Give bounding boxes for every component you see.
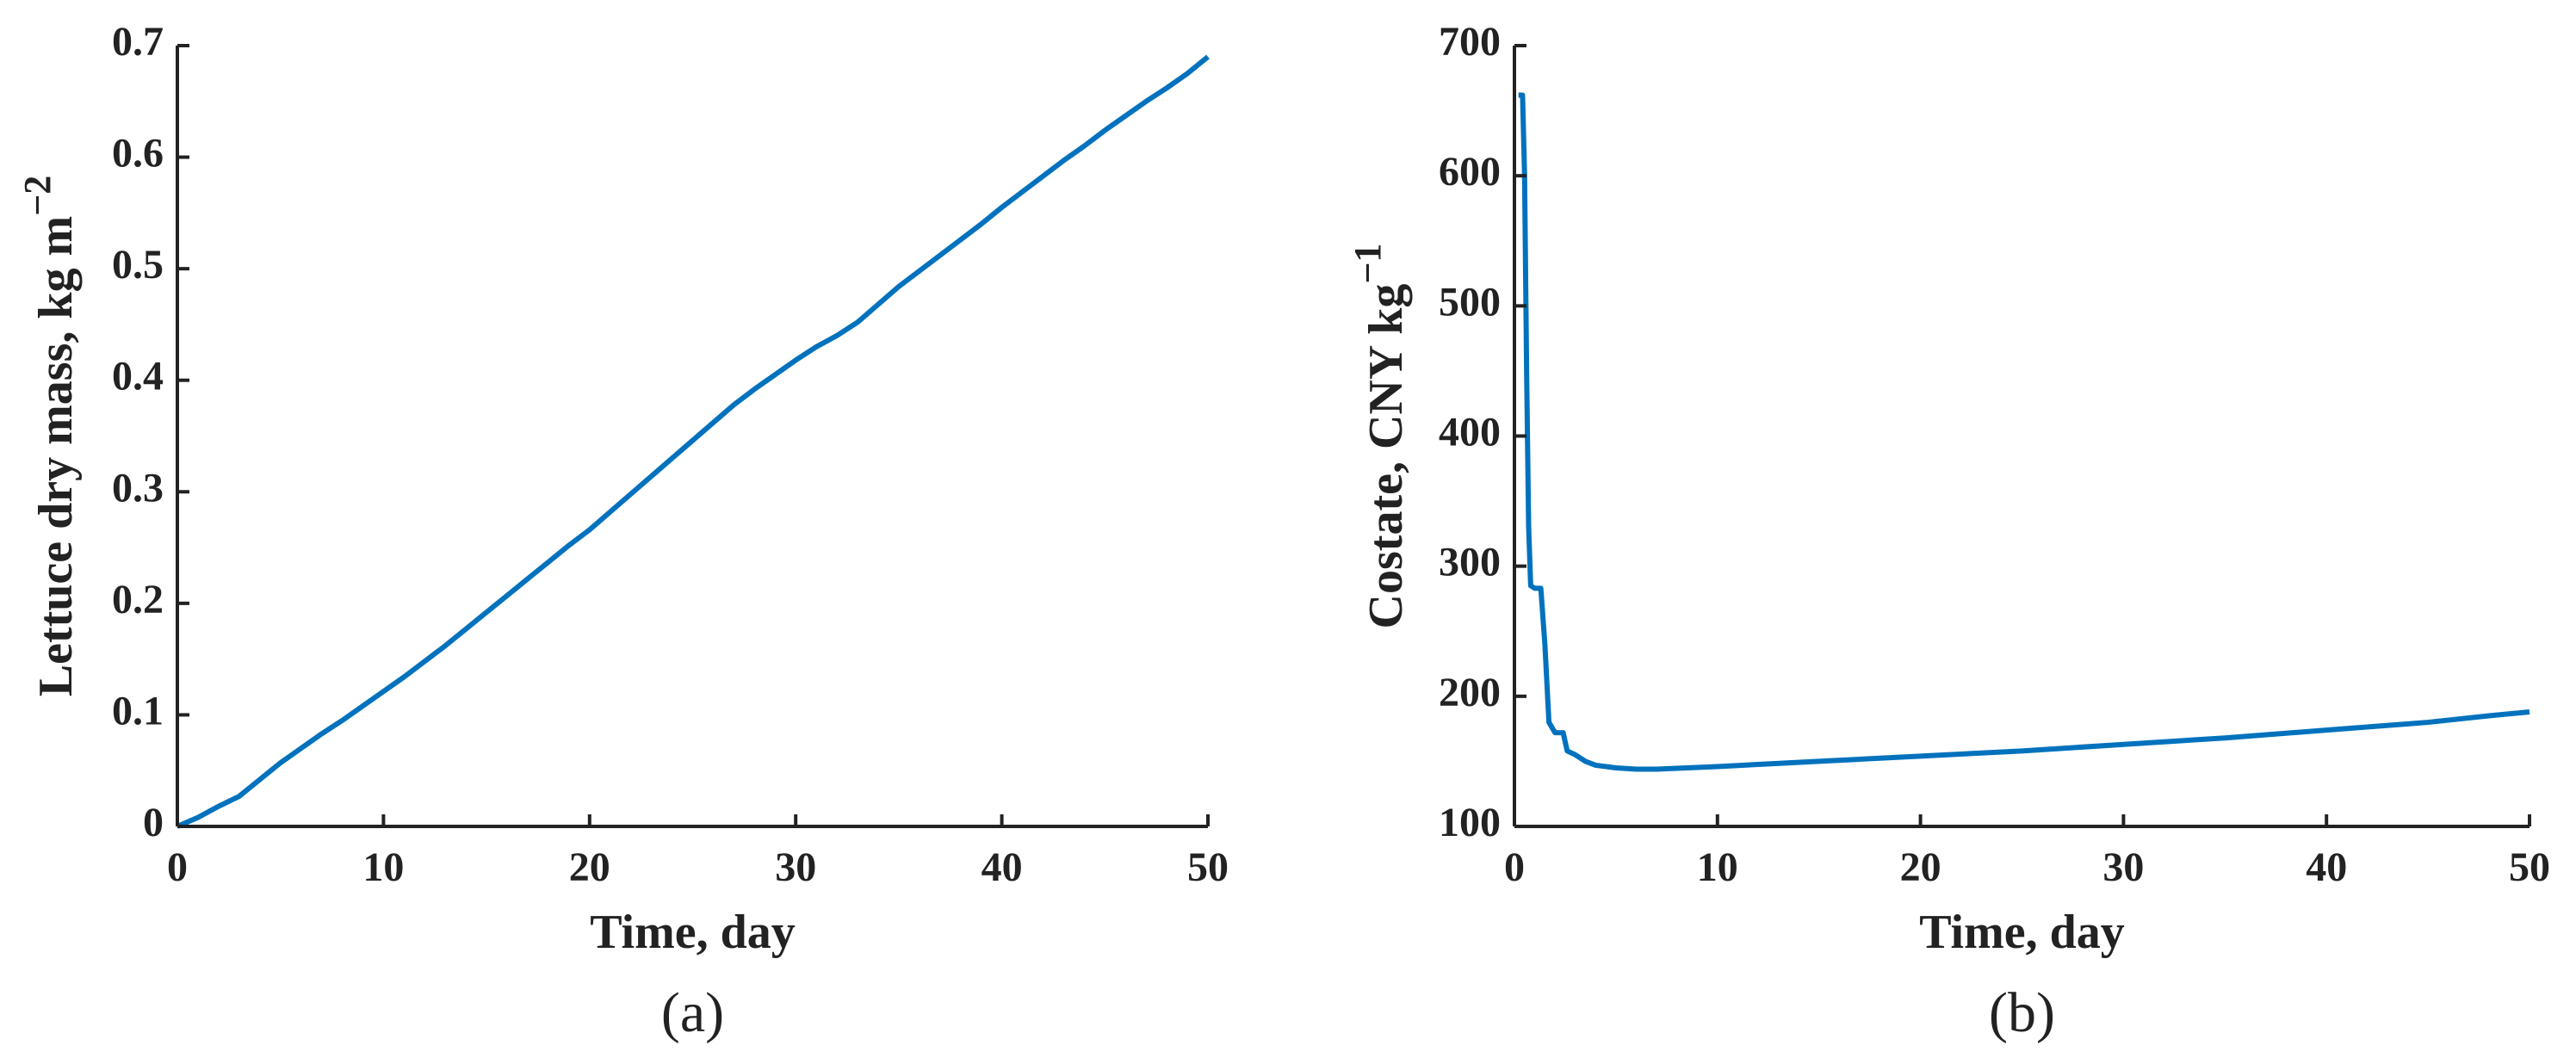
y-tick-label: 200 <box>1439 670 1501 715</box>
y-tick-label: 0.1 <box>112 688 164 733</box>
x-tick-label: 40 <box>2306 844 2347 890</box>
y-tick-label: 400 <box>1439 410 1501 455</box>
x-tick-label: 30 <box>2102 844 2144 890</box>
y-tick-label: 0 <box>143 800 164 845</box>
y-tick-label: 0.7 <box>112 19 164 65</box>
x-tick-label: 50 <box>2509 844 2550 890</box>
y-tick-label: 600 <box>1439 149 1501 195</box>
y-tick-label: 500 <box>1439 279 1501 325</box>
x-tick-label: 50 <box>1187 844 1229 890</box>
y-tick-label: 0.2 <box>112 577 164 622</box>
y-axis-label: Lettuce dry mass, kg m−2 <box>16 176 83 696</box>
panel-label: (b) <box>1989 981 2055 1044</box>
y-axis-label: Costate, CNY kg−1 <box>1347 244 1413 629</box>
y-tick-label: 700 <box>1439 19 1501 65</box>
y-tick-label: 0.4 <box>112 354 164 399</box>
x-axis-label: Time, day <box>1919 906 2125 959</box>
x-tick-label: 20 <box>569 844 610 890</box>
y-tick-label: 300 <box>1439 540 1501 585</box>
y-tick-label: 0.5 <box>112 242 164 288</box>
panel-label: (a) <box>661 981 724 1044</box>
x-tick-label: 0 <box>167 844 188 890</box>
y-axis-label-superscript: −1 <box>1347 244 1389 284</box>
x-tick-label: 10 <box>362 844 404 890</box>
data-line <box>1518 92 2530 772</box>
x-tick-label: 40 <box>981 844 1023 890</box>
x-tick-label: 10 <box>1697 844 1738 890</box>
y-axis-label-superscript: −2 <box>16 176 59 216</box>
y-tick-label: 0.6 <box>112 131 164 176</box>
y-axis-label-text: Costate, CNY kg <box>1359 284 1413 629</box>
x-tick-label: 30 <box>775 844 816 890</box>
y-tick-label: 0.3 <box>112 465 164 510</box>
y-axis-label-text: Lettuce dry mass, kg m <box>29 216 83 696</box>
x-tick-label: 0 <box>1504 844 1525 890</box>
y-tick-label: 100 <box>1439 800 1501 845</box>
x-tick-label: 20 <box>1900 844 1941 890</box>
data-line <box>176 54 1210 829</box>
x-axis-label: Time, day <box>590 906 796 959</box>
